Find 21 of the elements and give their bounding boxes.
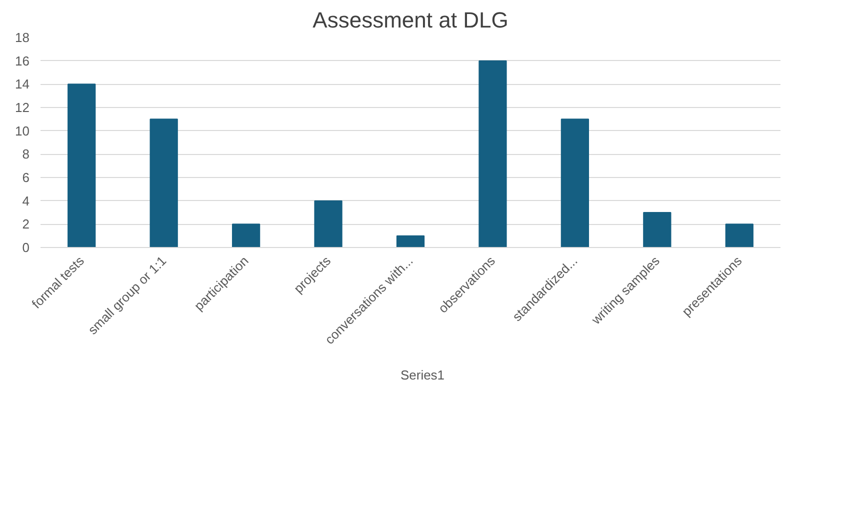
text: Series1 [400, 368, 445, 382]
chart-title: Assessment at DLG [312, 8, 508, 32]
y-tick-label: 14 [15, 76, 30, 92]
bar [68, 84, 96, 248]
y-tick-label: 6 [22, 170, 30, 185]
bar [396, 235, 425, 248]
bar [643, 212, 672, 248]
y-tick-label: 2 [22, 216, 30, 232]
bar [560, 118, 590, 248]
bar [150, 118, 178, 248]
bar [725, 224, 754, 248]
y-tick-label: 16 [15, 53, 30, 68]
y-tick-label: 4 [22, 193, 30, 208]
bar [478, 60, 507, 248]
y-tick-label: 12 [15, 100, 30, 115]
y-tick-label: 0 [22, 240, 30, 255]
y-tick-label: 10 [15, 123, 30, 138]
bar [314, 200, 342, 248]
bar [232, 224, 260, 248]
y-tick-label: 8 [22, 146, 30, 162]
y-tick-label: 18 [15, 30, 30, 45]
